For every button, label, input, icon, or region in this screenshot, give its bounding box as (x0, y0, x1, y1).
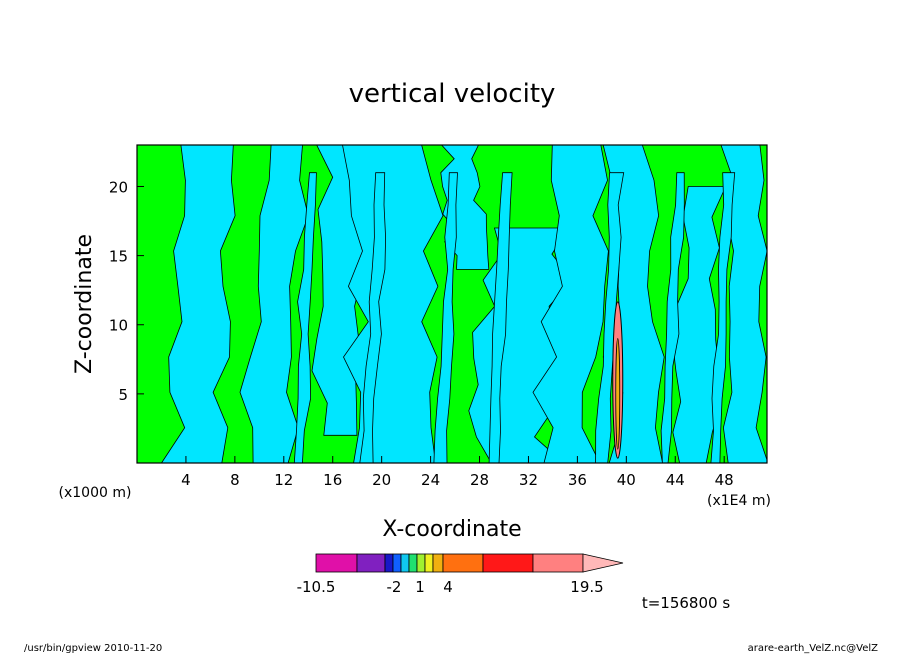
x-axis: 4 8 12 16 20 24 28 32 36 40 44 48 (181, 456, 734, 489)
negative-velocity-region (720, 145, 767, 463)
x-tick-label: 40 (617, 471, 636, 489)
colorbar-tick-label: 1 (415, 578, 425, 596)
negative-velocity-region (595, 172, 625, 463)
x-tick-label: 20 (372, 471, 391, 489)
negative-velocity-regions (161, 145, 767, 463)
colorbar-tick-label: -2 (387, 578, 402, 596)
x-tick-label: 8 (230, 471, 240, 489)
colorbar-segment (384, 553, 394, 573)
colorbar (315, 553, 624, 573)
colorbar-arrow (582, 553, 624, 573)
negative-velocity-region (433, 172, 458, 463)
y-tick-label: 15 (109, 248, 128, 266)
colorbar-segment (356, 553, 386, 573)
negative-velocity-region (710, 172, 736, 463)
colorbar-segment (392, 553, 402, 573)
time-label: t=156800 s (642, 594, 730, 612)
colorbar-segment (432, 553, 444, 573)
y-tick-label: 20 (109, 178, 128, 196)
x-tick-label: 36 (568, 471, 587, 489)
plot-area (137, 145, 767, 463)
x-tick-label: 48 (715, 471, 734, 489)
plot-frame (136, 144, 768, 464)
x-tick-label: 16 (323, 471, 342, 489)
x-tick-label: 44 (666, 471, 685, 489)
negative-velocity-region (239, 145, 309, 463)
x-tick-label: 24 (421, 471, 440, 489)
colorbar-labels: -10.5 -2 1 4 19.5 (297, 578, 604, 596)
y-unit-label: (x1000 m) (59, 485, 132, 501)
y-tick-label: 5 (118, 386, 128, 404)
y-tick-label: 10 (109, 317, 128, 335)
colorbar-segment (442, 553, 484, 573)
colorbar-segment (482, 553, 534, 573)
negative-velocity-region (161, 145, 236, 463)
x-tick-label: 32 (519, 471, 538, 489)
chart-title: vertical velocity (349, 79, 556, 109)
x-unit-label: (x1E4 m) (707, 493, 771, 509)
strong-updraft-core (612, 301, 624, 459)
footer-right: arare-earth_VelZ.nc@VelZ (748, 643, 879, 654)
colorbar-tick-label: 4 (443, 578, 453, 596)
colorbar-segment (400, 553, 410, 573)
x-tick-label: 12 (274, 471, 293, 489)
updraft-inner (615, 338, 621, 450)
colorbar-segment (424, 553, 434, 573)
x-axis-label: X-coordinate (382, 517, 521, 542)
colorbar-tick-label: 19.5 (570, 578, 603, 596)
negative-velocity-region (293, 172, 317, 463)
colorbar-segment (315, 553, 358, 573)
colorbar-segment (408, 553, 418, 573)
negative-velocity-region (488, 172, 513, 463)
negative-velocity-region (532, 145, 609, 463)
x-tick-label: 28 (470, 471, 489, 489)
colorbar-segment (416, 553, 426, 573)
footer-left: /usr/bin/gpview 2010-11-20 (24, 643, 162, 654)
colorbar-segment (532, 553, 584, 573)
x-tick-label: 4 (181, 471, 191, 489)
y-axis-label: Z-coordinate (72, 234, 97, 374)
negative-velocity-region (359, 172, 387, 463)
colorbar-tick-label: -10.5 (297, 578, 336, 596)
y-axis: 5 10 15 20 (109, 178, 144, 404)
negative-velocity-region (660, 172, 685, 463)
